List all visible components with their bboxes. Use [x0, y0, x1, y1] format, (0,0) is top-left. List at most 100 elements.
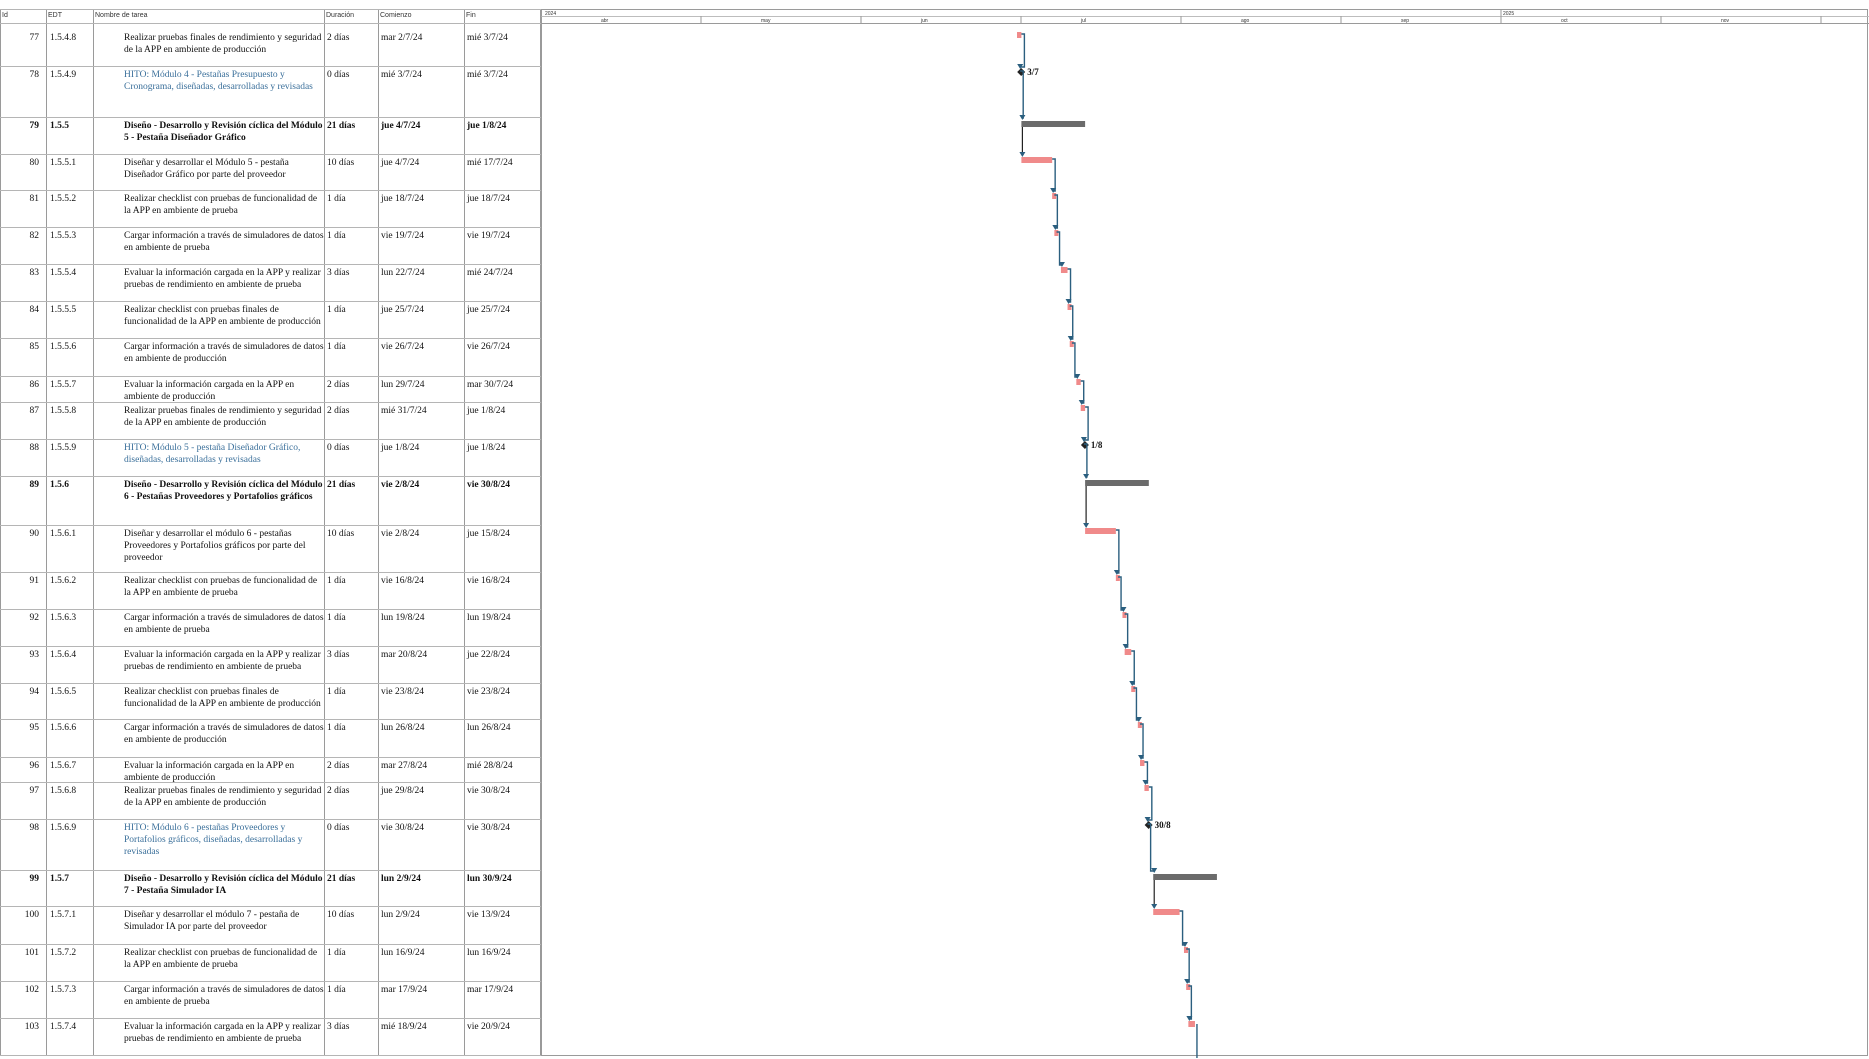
timescale-month-label: jul [1080, 18, 1086, 24]
task-end: lun 26/8/24 [467, 723, 511, 733]
timescale-year-label: 2025 [1503, 11, 1514, 17]
dependency-link [1124, 613, 1129, 648]
task-name: Realizar checklist con pruebas finales d… [124, 305, 321, 327]
task-row[interactable]: 80 1.5.5.1 Diseñar y desarrollar el Módulo… [0, 155, 541, 191]
task-start: vie 19/7/24 [381, 231, 425, 241]
task-name: Cargar información a través de simulador… [124, 723, 324, 745]
summary-bar [1085, 480, 1149, 486]
task-end: vie 26/7/24 [467, 342, 511, 352]
task-edt: 1.5.6.3 [50, 613, 77, 623]
col-header-id[interactable]: Id [2, 12, 8, 19]
summary-bar [1153, 874, 1217, 880]
task-end: mar 17/9/24 [467, 985, 514, 995]
task-name: Cargar información a través de simulador… [124, 231, 324, 253]
task-name: Evaluar la información cargada en la APP… [124, 380, 295, 402]
dependency-arrowhead [1052, 225, 1059, 230]
task-row[interactable]: 86 1.5.5.7 Evaluar la información cargada … [0, 377, 541, 403]
task-end: jue 1/8/24 [467, 406, 506, 416]
task-id: 80 [29, 158, 40, 168]
task-duration: 0 días [327, 70, 350, 80]
dependency-link [1147, 786, 1153, 821]
col-header-end[interactable]: Fin [466, 12, 476, 19]
task-row[interactable]: 84 1.5.5.5 Realizar checklist con pruebas … [0, 302, 541, 339]
task-row[interactable]: 83 1.5.5.4 Evaluar la información cargada … [0, 265, 541, 302]
row-divider [0, 190, 541, 191]
task-id: 81 [29, 194, 40, 204]
task-row[interactable]: 87 1.5.5.8 Realizar pruebas finales de ren… [0, 403, 541, 440]
dependency-link [1067, 268, 1072, 303]
task-duration: 1 día [327, 948, 346, 958]
task-name: Realizar checklist con pruebas de funcio… [124, 194, 318, 216]
task-end: vie 20/9/24 [467, 1022, 511, 1032]
task-row[interactable]: 81 1.5.5.2 Realizar checklist con pruebas … [0, 191, 541, 228]
task-bar [1017, 32, 1022, 38]
task-id: 84 [29, 305, 40, 315]
col-header-name[interactable]: Nombre de tarea [95, 12, 148, 19]
task-edt: 1.5.5.4 [50, 268, 77, 278]
milestone-diamond [1080, 441, 1089, 449]
task-id: 85 [29, 342, 40, 352]
col-header-start[interactable]: Comienzo [380, 12, 412, 19]
task-bar [1069, 341, 1074, 347]
task-end: mié 3/7/24 [467, 33, 508, 43]
task-start: jue 1/8/24 [381, 443, 420, 453]
task-row[interactable]: 99 1.5.7 Diseño - Desarrollo y Revisión cí… [0, 871, 541, 907]
row-divider [0, 819, 541, 820]
task-duration: 2 días [327, 33, 350, 43]
task-id: 92 [29, 613, 40, 623]
task-row[interactable]: 96 1.5.6.7 Evaluar la información cargada … [0, 758, 541, 783]
task-row[interactable]: 97 1.5.6.8 Realizar pruebas finales de ren… [0, 783, 541, 820]
row-divider [0, 338, 541, 339]
task-row[interactable]: 91 1.5.6.2 Realizar checklist con pruebas … [0, 573, 541, 610]
task-row[interactable]: 79 1.5.5 Diseño - Desarrollo y Revisión cí… [0, 118, 541, 155]
task-row[interactable]: 77 1.5.4.8 Realizar pruebas finales de ren… [0, 30, 541, 67]
dependency-arrowhead [1151, 904, 1158, 909]
task-row[interactable]: 98 1.5.6.9 HITO: Módulo 6 - pestañas Prove… [0, 820, 541, 871]
task-name: Realizar checklist con pruebas de funcio… [124, 576, 318, 598]
task-end: mié 24/7/24 [467, 268, 513, 278]
task-row[interactable]: 90 1.5.6.1 Diseñar y desarrollar el módulo… [0, 526, 541, 573]
row-divider [0, 154, 541, 155]
task-start: mar 20/8/24 [381, 650, 428, 660]
task-row[interactable]: 93 1.5.6.4 Evaluar la información cargada … [0, 647, 541, 684]
row-divider [0, 301, 541, 302]
task-id: 89 [29, 480, 40, 490]
task-name: Cargar información a través de simulador… [124, 342, 324, 364]
dependency-link [1083, 406, 1089, 441]
task-row[interactable]: 82 1.5.5.3 Cargar información a través de … [0, 228, 541, 265]
task-row[interactable]: 85 1.5.5.6 Cargar información a través de … [0, 339, 541, 377]
dependency-arrowhead [1017, 64, 1024, 69]
task-row[interactable]: 78 1.5.4.9 HITO: Módulo 4 - Pestañas Presu… [0, 67, 541, 118]
task-row[interactable]: 92 1.5.6.3 Cargar información a través de … [0, 610, 541, 647]
task-row[interactable]: 100 1.5.7.1 Diseñar y desarrollar el módul… [0, 907, 541, 945]
task-end: lun 19/8/24 [467, 613, 511, 623]
task-duration: 0 días [327, 443, 350, 453]
task-row[interactable]: 101 1.5.7.2 Realizar checklist con pruebas… [0, 945, 541, 982]
table-header-border [0, 23, 541, 24]
row-divider [0, 227, 541, 228]
task-start: jue 4/7/24 [381, 158, 420, 168]
row-divider [0, 646, 541, 647]
task-row[interactable]: 94 1.5.6.5 Realizar checklist con pruebas … [0, 684, 541, 720]
task-row[interactable]: 89 1.5.6 Diseño - Desarrollo y Revisión cí… [0, 477, 541, 526]
task-row[interactable]: 88 1.5.5.9 HITO: Módulo 5 - pestaña Diseña… [0, 440, 541, 477]
task-name: Diseño - Desarrollo y Revisión cíclica d… [124, 480, 323, 502]
table-col-divider [324, 9, 325, 1056]
dependency-arrowhead [1186, 1016, 1193, 1021]
task-end: jue 1/8/24 [467, 121, 507, 131]
col-header-duration[interactable]: Duración [326, 12, 355, 19]
task-row[interactable]: 103 1.5.7.4 Evaluar la información cargada… [0, 1019, 541, 1056]
task-bar [1124, 649, 1132, 655]
task-start: vie 2/8/24 [381, 480, 420, 490]
table-col-divider [93, 9, 94, 1056]
task-bar [1067, 304, 1072, 310]
dependency-link [1020, 70, 1024, 119]
task-row[interactable]: 102 1.5.7.3 Cargar información a través de… [0, 982, 541, 1019]
task-row[interactable]: 95 1.5.6.6 Cargar información a través de … [0, 720, 541, 758]
task-duration: 1 día [327, 687, 346, 697]
task-name: Cargar información a través de simulador… [124, 613, 324, 635]
task-end: vie 30/8/24 [467, 786, 511, 796]
task-id: 93 [29, 650, 40, 660]
col-header-edt[interactable]: EDT [48, 12, 62, 19]
dependency-arrowhead [1138, 755, 1145, 760]
